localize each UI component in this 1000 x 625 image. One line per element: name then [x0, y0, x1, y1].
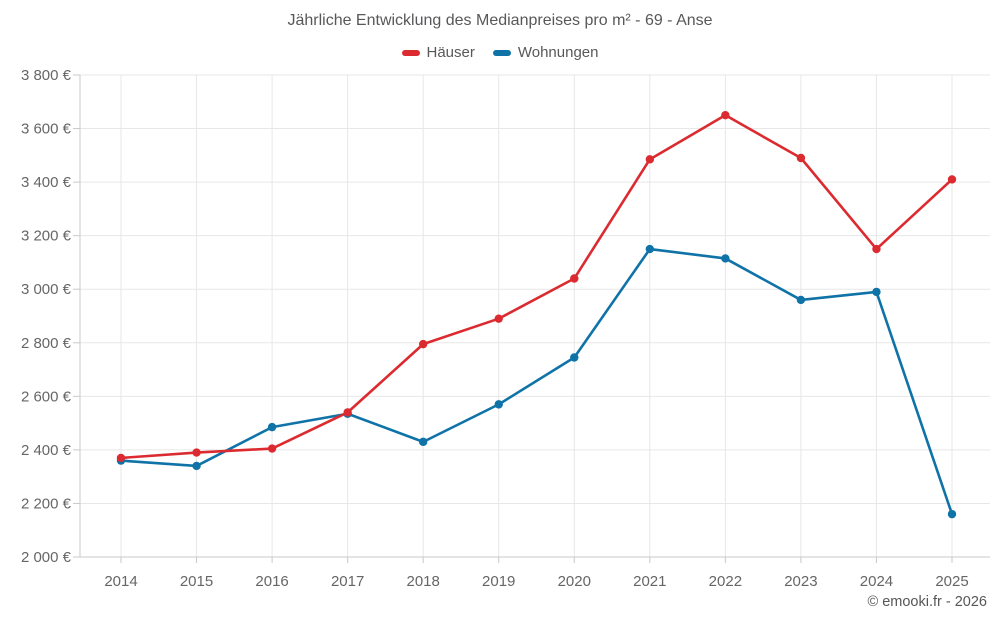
- y-tick-label: 2 200 €: [21, 495, 72, 512]
- y-tick-label: 3 600 €: [21, 121, 72, 138]
- data-point-häuser-2014[interactable]: [116, 453, 126, 463]
- x-tick-label: 2014: [104, 573, 137, 590]
- data-point-häuser-2025[interactable]: [947, 175, 957, 184]
- x-tick-label: 2017: [331, 573, 364, 590]
- data-point-häuser-2015[interactable]: [192, 448, 201, 457]
- y-tick-label: 3 400 €: [21, 174, 72, 191]
- data-point-wohnungen-2021[interactable]: [645, 244, 655, 254]
- legend: Häuser Wohnungen: [0, 44, 1000, 61]
- legend-item-wohnungen[interactable]: Wohnungen: [492, 44, 599, 61]
- data-point-häuser-2024[interactable]: [872, 244, 881, 254]
- legend-label-wohnungen: Wohnungen: [517, 44, 599, 61]
- y-tick-label: 3 000 €: [21, 281, 72, 298]
- y-tick-label: 2 000 €: [21, 549, 72, 566]
- series-line-wohnungen: [119, 247, 954, 516]
- data-point-wohnungen-2025[interactable]: [947, 509, 957, 519]
- series-line-häuser: [119, 113, 954, 460]
- data-point-wohnungen-2018[interactable]: [418, 437, 428, 447]
- y-tick-label: 3 200 €: [21, 228, 72, 245]
- data-point-wohnungen-2023[interactable]: [796, 295, 806, 305]
- data-point-wohnungen-2022[interactable]: [721, 254, 730, 263]
- haeuser-series-swatch: [401, 49, 420, 56]
- legend-item-haeuser[interactable]: Häuser: [401, 44, 475, 61]
- legend-label-haeuser: Häuser: [426, 44, 475, 61]
- x-tick-label: 2020: [558, 573, 591, 590]
- data-point-häuser-2020[interactable]: [570, 274, 579, 283]
- y-tick-label: 2 400 €: [21, 442, 72, 459]
- x-tick-label: 2022: [709, 573, 742, 590]
- data-point-häuser-2023[interactable]: [796, 153, 806, 163]
- data-point-häuser-2019[interactable]: [494, 314, 503, 323]
- x-tick-label: 2025: [935, 573, 968, 590]
- x-tick-label: 2021: [633, 573, 666, 590]
- footer-credit[interactable]: © emooki.fr - 2026: [867, 594, 987, 610]
- data-point-wohnungen-2019[interactable]: [494, 400, 503, 409]
- chart-title: Jährliche Entwicklung des Medianpreises …: [287, 12, 713, 29]
- x-tick-label: 2016: [255, 573, 288, 590]
- data-point-häuser-2016[interactable]: [267, 444, 277, 453]
- y-tick-label: 2 800 €: [21, 335, 72, 352]
- data-point-wohnungen-2020[interactable]: [570, 353, 579, 362]
- x-tick-label: 2015: [180, 573, 213, 590]
- data-point-häuser-2021[interactable]: [645, 155, 655, 164]
- data-point-wohnungen-2015[interactable]: [192, 461, 201, 471]
- y-tick-label: 3 800 €: [21, 67, 72, 84]
- y-tick-label: 2 600 €: [21, 388, 72, 405]
- x-tick-label: 2023: [784, 573, 817, 590]
- wohnungen-series-swatch: [492, 49, 511, 56]
- data-point-wohnungen-2016[interactable]: [267, 422, 277, 432]
- data-point-häuser-2022[interactable]: [721, 110, 730, 120]
- x-tick-label: 2024: [860, 573, 893, 590]
- x-tick-label: 2019: [482, 573, 515, 590]
- x-tick-label: 2018: [406, 573, 439, 590]
- data-point-wohnungen-2024[interactable]: [872, 287, 881, 297]
- data-point-häuser-2017[interactable]: [343, 408, 352, 417]
- data-point-häuser-2018[interactable]: [418, 339, 428, 349]
